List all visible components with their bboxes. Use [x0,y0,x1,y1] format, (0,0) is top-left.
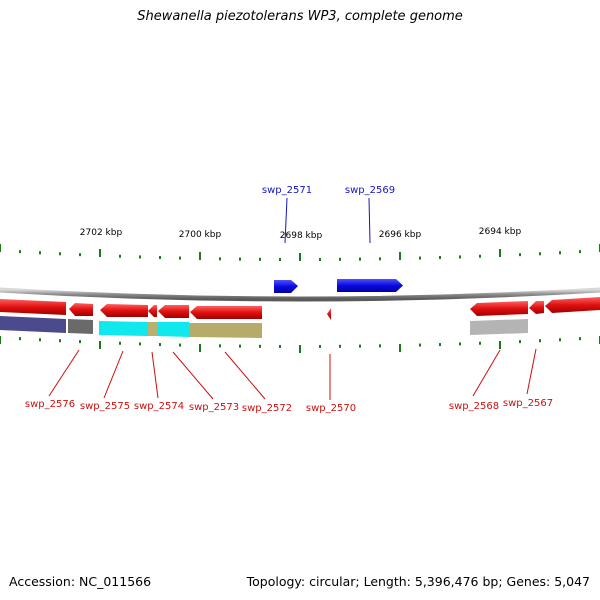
label-leader [526,348,537,395]
kbp-label: 2700 kbp [179,230,222,240]
kbp-label: 2698 kbp [280,231,323,241]
label-leader [48,349,80,397]
gene-label-swp_2573[interactable]: swp_2573 [189,402,239,413]
cog-band-olive [189,323,262,338]
gene-swp_2570[interactable] [327,308,331,320]
gene-label-swp_2567[interactable]: swp_2567 [503,398,553,409]
gene-label-swp_2575[interactable]: swp_2575 [80,401,130,412]
cog-band-cyan [157,322,189,337]
cog-band-gray [68,319,93,334]
cog-band-lightgray [470,319,528,335]
kbp-label: 2694 kbp [479,227,522,237]
outer-tick-ring [0,244,600,261]
gene-swp_2576[interactable] [69,303,93,316]
gene-swp_2576-part[interactable] [0,299,66,315]
gene-swp_2575[interactable] [100,304,148,317]
inner-tick-ring [0,336,600,353]
gene-label-swp_2576[interactable]: swp_2576 [25,399,75,410]
label-leader [151,351,159,399]
label-leader [224,351,266,400]
gene-swp_2568[interactable] [470,301,528,316]
kbp-label: 2696 kbp [379,230,422,240]
label-leader [368,197,371,244]
genome-summary-text: Topology: circular; Length: 5,396,476 bp… [246,574,590,589]
cog-band-navy [0,316,66,333]
gene-swp_2574[interactable] [148,305,157,317]
gene-swp_2566-part[interactable] [545,297,600,313]
gene-swp_2569[interactable] [337,279,403,292]
kbp-label: 2702 kbp [80,228,123,238]
gene-label-swp_2568[interactable]: swp_2568 [449,401,499,412]
cog-band-khaki [148,322,157,336]
gene-swp_2567[interactable] [529,301,544,314]
cog-band-cyan [99,321,148,336]
gene-swp_2573[interactable] [158,305,189,318]
genome-title: Shewanella piezotolerans WP3, complete g… [137,9,463,24]
gene-label-swp_2570[interactable]: swp_2570 [306,403,356,414]
label-leader [472,349,501,397]
gene-label-swp_2571[interactable]: swp_2571 [262,185,312,196]
accession-text: Accession: NC_011566 [9,574,152,589]
label-leader [172,351,214,400]
gene-swp_2572[interactable] [190,306,262,319]
gene-label-swp_2572[interactable]: swp_2572 [242,403,292,414]
gene-label-swp_2569[interactable]: swp_2569 [345,185,395,196]
genome-backbone [0,287,600,302]
gene-label-swp_2574[interactable]: swp_2574 [134,401,184,412]
gene-swp_2571[interactable] [274,280,298,293]
label-leader [103,350,124,399]
label-leader [284,197,288,244]
